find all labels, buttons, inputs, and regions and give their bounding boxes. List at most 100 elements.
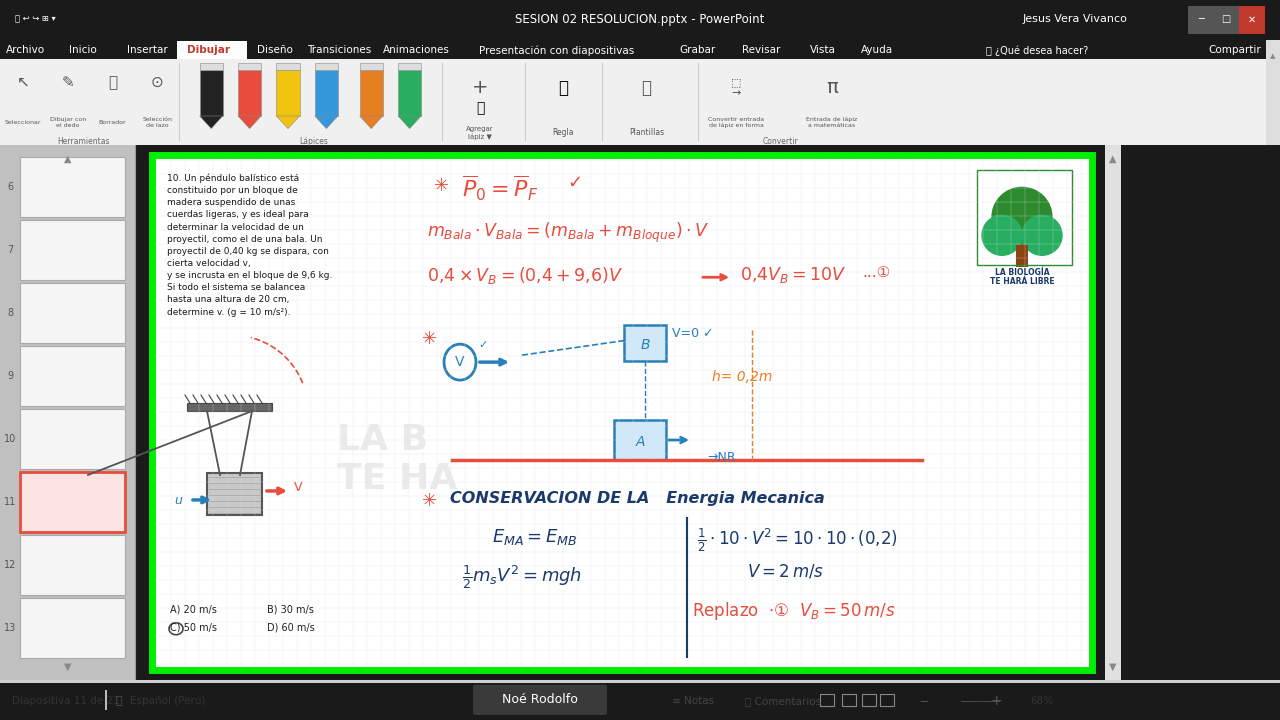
Bar — [238, 63, 261, 70]
Bar — [187, 403, 273, 411]
Text: ⊙: ⊙ — [151, 75, 164, 90]
Bar — [1105, 145, 1121, 680]
Text: ✕: ✕ — [1248, 14, 1256, 24]
Text: Plantillas: Plantillas — [628, 128, 664, 138]
Text: Borrador: Borrador — [99, 120, 127, 125]
Text: TE HARÁ LIBRE: TE HARÁ LIBRE — [989, 277, 1055, 287]
Text: $m_{Bala} \cdot V_{Bala} = (m_{Bala} + m_{Bloque}) \cdot V$: $m_{Bala} \cdot V_{Bala} = (m_{Bala} + m… — [428, 220, 709, 245]
Text: Jesus Vera Vivanco: Jesus Vera Vivanco — [1023, 14, 1128, 24]
Text: Compartir: Compartir — [1208, 45, 1262, 55]
Text: 12: 12 — [4, 560, 17, 570]
Text: Archivo: Archivo — [6, 45, 45, 55]
FancyBboxPatch shape — [474, 685, 607, 715]
Text: Noé Rodolfo: Noé Rodolfo — [502, 693, 579, 706]
Bar — [200, 70, 223, 116]
Circle shape — [1021, 215, 1062, 256]
Bar — [1239, 6, 1265, 35]
Text: 🔍 ¿Qué desea hacer?: 🔍 ¿Qué desea hacer? — [986, 45, 1088, 55]
Bar — [276, 70, 300, 116]
Text: Dibujar: Dibujar — [187, 45, 230, 55]
Bar — [200, 63, 223, 70]
Text: ⬜: ⬜ — [641, 78, 652, 96]
Bar — [1266, 40, 1280, 145]
Bar — [0, 59, 1280, 145]
Bar — [207, 473, 262, 515]
Text: Ayuda: Ayuda — [860, 45, 893, 55]
Text: 🖊: 🖊 — [476, 102, 484, 116]
Text: Revisar: Revisar — [742, 45, 781, 55]
Text: Transiciones: Transiciones — [307, 45, 371, 55]
Text: 10: 10 — [4, 434, 17, 444]
Bar — [861, 694, 876, 706]
Text: ✓: ✓ — [477, 340, 488, 350]
Bar — [398, 70, 421, 116]
Text: 🖹: 🖹 — [115, 696, 122, 706]
Text: ⬜: ⬜ — [108, 75, 118, 90]
Bar — [1213, 6, 1239, 35]
Text: ✎: ✎ — [61, 75, 74, 90]
Text: ≡ Notas: ≡ Notas — [672, 696, 714, 706]
Text: Grabar: Grabar — [680, 45, 716, 55]
Text: Dibujar con
el dedo: Dibujar con el dedo — [50, 117, 86, 128]
Text: ▼: ▼ — [64, 662, 72, 672]
Text: LA BIOLOGÍA: LA BIOLOGÍA — [995, 269, 1050, 277]
Text: →NR: →NR — [707, 451, 736, 464]
Text: SESION 02 RESOLUCION.pptx - PowerPoint: SESION 02 RESOLUCION.pptx - PowerPoint — [516, 13, 764, 26]
Text: +: + — [989, 694, 1002, 708]
Bar — [360, 63, 383, 70]
Text: V: V — [456, 355, 465, 369]
Text: Insertar: Insertar — [127, 45, 168, 55]
Bar — [315, 63, 338, 70]
Bar — [20, 158, 125, 217]
Text: 11: 11 — [4, 497, 17, 507]
Bar — [20, 598, 125, 657]
Text: 10. Un péndulo balístico está
constituido por un bloque de
madera suspendido de : 10. Un péndulo balístico está constituid… — [166, 174, 333, 317]
Text: ✓: ✓ — [567, 174, 582, 192]
Polygon shape — [276, 116, 300, 129]
Text: Diseño: Diseño — [257, 45, 293, 55]
Bar — [152, 156, 1092, 670]
Polygon shape — [238, 116, 261, 129]
Text: 13: 13 — [4, 623, 17, 633]
Text: π: π — [826, 78, 838, 97]
Polygon shape — [315, 116, 338, 129]
Text: 68%: 68% — [1030, 696, 1053, 706]
Text: 8: 8 — [6, 308, 13, 318]
Text: ─: ─ — [1198, 14, 1203, 24]
Polygon shape — [360, 116, 383, 129]
Bar — [20, 409, 125, 469]
Text: Diapositiva 11 de 21: Diapositiva 11 de 21 — [12, 696, 120, 706]
Polygon shape — [200, 116, 223, 129]
Text: 9: 9 — [6, 371, 13, 381]
Text: ▼: ▼ — [1110, 662, 1116, 672]
Bar — [881, 694, 893, 706]
Polygon shape — [398, 116, 421, 129]
Text: ✳: ✳ — [422, 492, 438, 510]
Text: 🖫 ↩ ↪ ⊞ ▾: 🖫 ↩ ↪ ⊞ ▾ — [15, 15, 56, 24]
Text: +: + — [472, 78, 488, 97]
Text: D) 60 m/s: D) 60 m/s — [268, 623, 315, 633]
Text: ▲: ▲ — [64, 153, 72, 163]
Text: $V = 2\,m/s$: $V = 2\,m/s$ — [748, 563, 824, 581]
Text: B) 30 m/s: B) 30 m/s — [268, 605, 314, 615]
Text: Entrada de lápiz
a matemáticas: Entrada de lápiz a matemáticas — [806, 117, 858, 128]
Bar — [177, 41, 247, 59]
Text: 7: 7 — [6, 246, 13, 256]
Text: Herramientas: Herramientas — [56, 137, 110, 145]
Text: Lápices: Lápices — [300, 137, 328, 145]
Bar — [315, 70, 338, 116]
Text: $0{,}4 \times V_B = (0{,}4 + 9{,}6)V$: $0{,}4 \times V_B = (0{,}4 + 9{,}6)V$ — [428, 265, 623, 287]
Text: ▲: ▲ — [1270, 53, 1276, 59]
Bar — [20, 472, 125, 532]
Text: Convertir entrada
de lápiz en forma: Convertir entrada de lápiz en forma — [708, 117, 764, 128]
Text: Selección
de lazo: Selección de lazo — [142, 117, 173, 128]
Bar — [398, 63, 421, 70]
Text: $\frac{1}{2} \cdot 10 \cdot V^2 = 10 \cdot 10 \cdot (0{,}2)$: $\frac{1}{2} \cdot 10 \cdot V^2 = 10 \cd… — [698, 527, 899, 554]
Bar — [105, 690, 108, 710]
Bar — [20, 283, 125, 343]
Text: Presentación con diapositivas: Presentación con diapositivas — [479, 45, 635, 55]
Bar — [0, 680, 1280, 683]
Text: CONSERVACION DE LA   Energia Mecanica: CONSERVACION DE LA Energia Mecanica — [451, 491, 824, 506]
Bar — [276, 63, 300, 70]
Text: V=0 ✓: V=0 ✓ — [672, 327, 714, 340]
